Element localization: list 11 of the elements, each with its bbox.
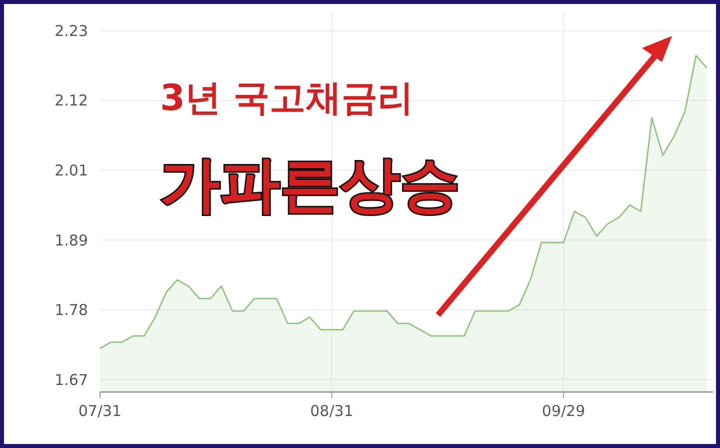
x-tick-label: 08/31: [310, 402, 354, 420]
x-tick-label: 07/31: [78, 402, 122, 420]
x-tick-label: 09/29: [542, 402, 586, 420]
text: 3년 국고채금리: [160, 78, 414, 119]
text: 가파른상승: [160, 150, 460, 220]
y-tick-label: 2.01: [54, 161, 88, 180]
y-tick-label: 2.12: [54, 92, 88, 110]
y-tick-label: 1.78: [54, 301, 88, 320]
y-tick-label: 1.67: [54, 370, 88, 389]
y-tick-label: 1.89: [54, 231, 88, 250]
y-tick-label: 2.23: [54, 22, 88, 40]
